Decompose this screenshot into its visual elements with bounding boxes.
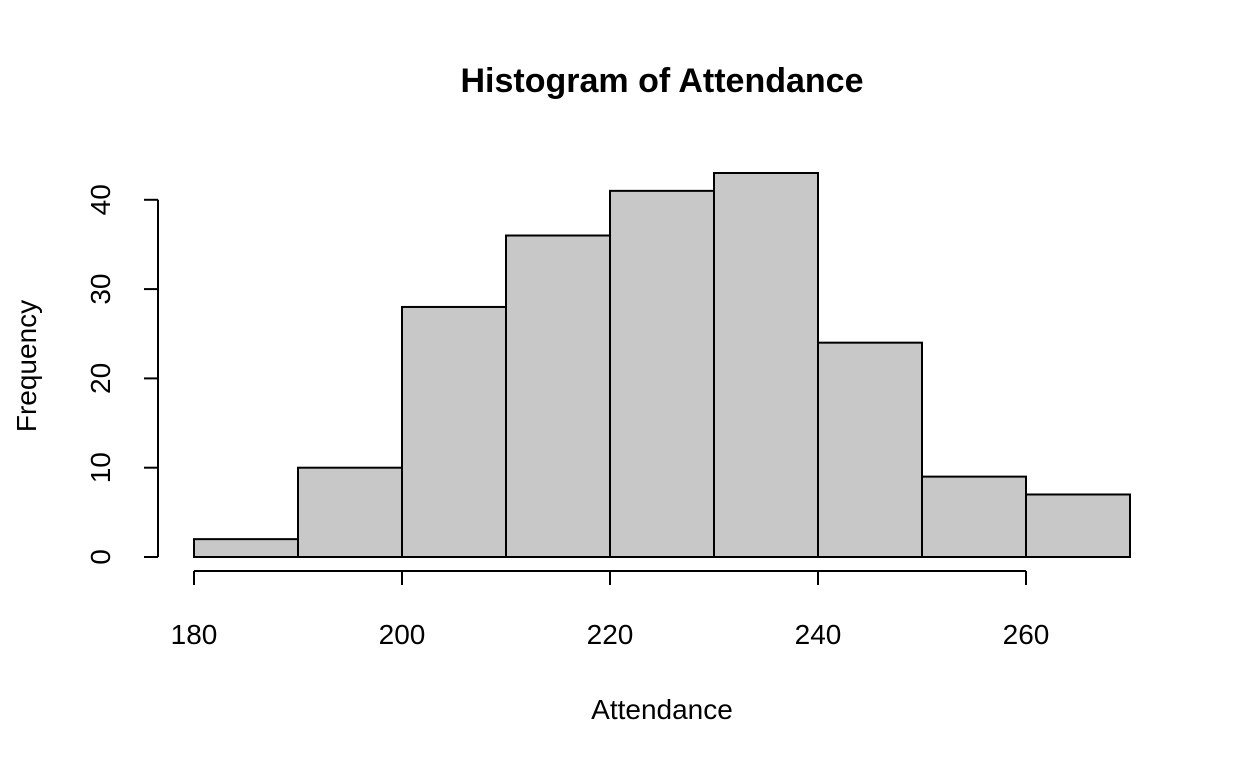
histogram-bar-190-200 — [297, 466, 403, 558]
y-tick-label-0: 0 — [85, 549, 116, 565]
histogram-bar-250-260 — [921, 475, 1027, 558]
chart-title: Histogram of Attendance — [460, 62, 863, 100]
y-tick-label-30: 30 — [85, 274, 116, 305]
histogram-bar-180-190 — [193, 538, 299, 558]
y-tick-label-20: 20 — [85, 363, 116, 394]
y-axis-label: Frequency — [11, 300, 42, 432]
histogram-bar-210-220 — [505, 234, 611, 558]
y-axis: 0 10 20 30 40 — [85, 184, 159, 565]
histogram-bar-220-230 — [609, 189, 715, 558]
x-tick-label-260: 260 — [1003, 619, 1050, 650]
histogram-bar-200-210 — [401, 305, 507, 558]
histogram-bar-260-270 — [1025, 493, 1131, 558]
x-tick-label-240: 240 — [795, 619, 842, 650]
x-tick-label-220: 220 — [587, 619, 634, 650]
x-axis-label: Attendance — [591, 694, 733, 725]
x-tick-label-180: 180 — [171, 619, 218, 650]
y-tick-label-40: 40 — [85, 184, 116, 215]
x-axis: 180 200 220 240 260 — [171, 570, 1050, 650]
histogram-bar-230-240 — [713, 172, 819, 558]
x-tick-label-200: 200 — [379, 619, 426, 650]
histogram-bar-240-250 — [817, 341, 923, 558]
bars-group — [193, 172, 1131, 558]
y-tick-label-10: 10 — [85, 452, 116, 483]
